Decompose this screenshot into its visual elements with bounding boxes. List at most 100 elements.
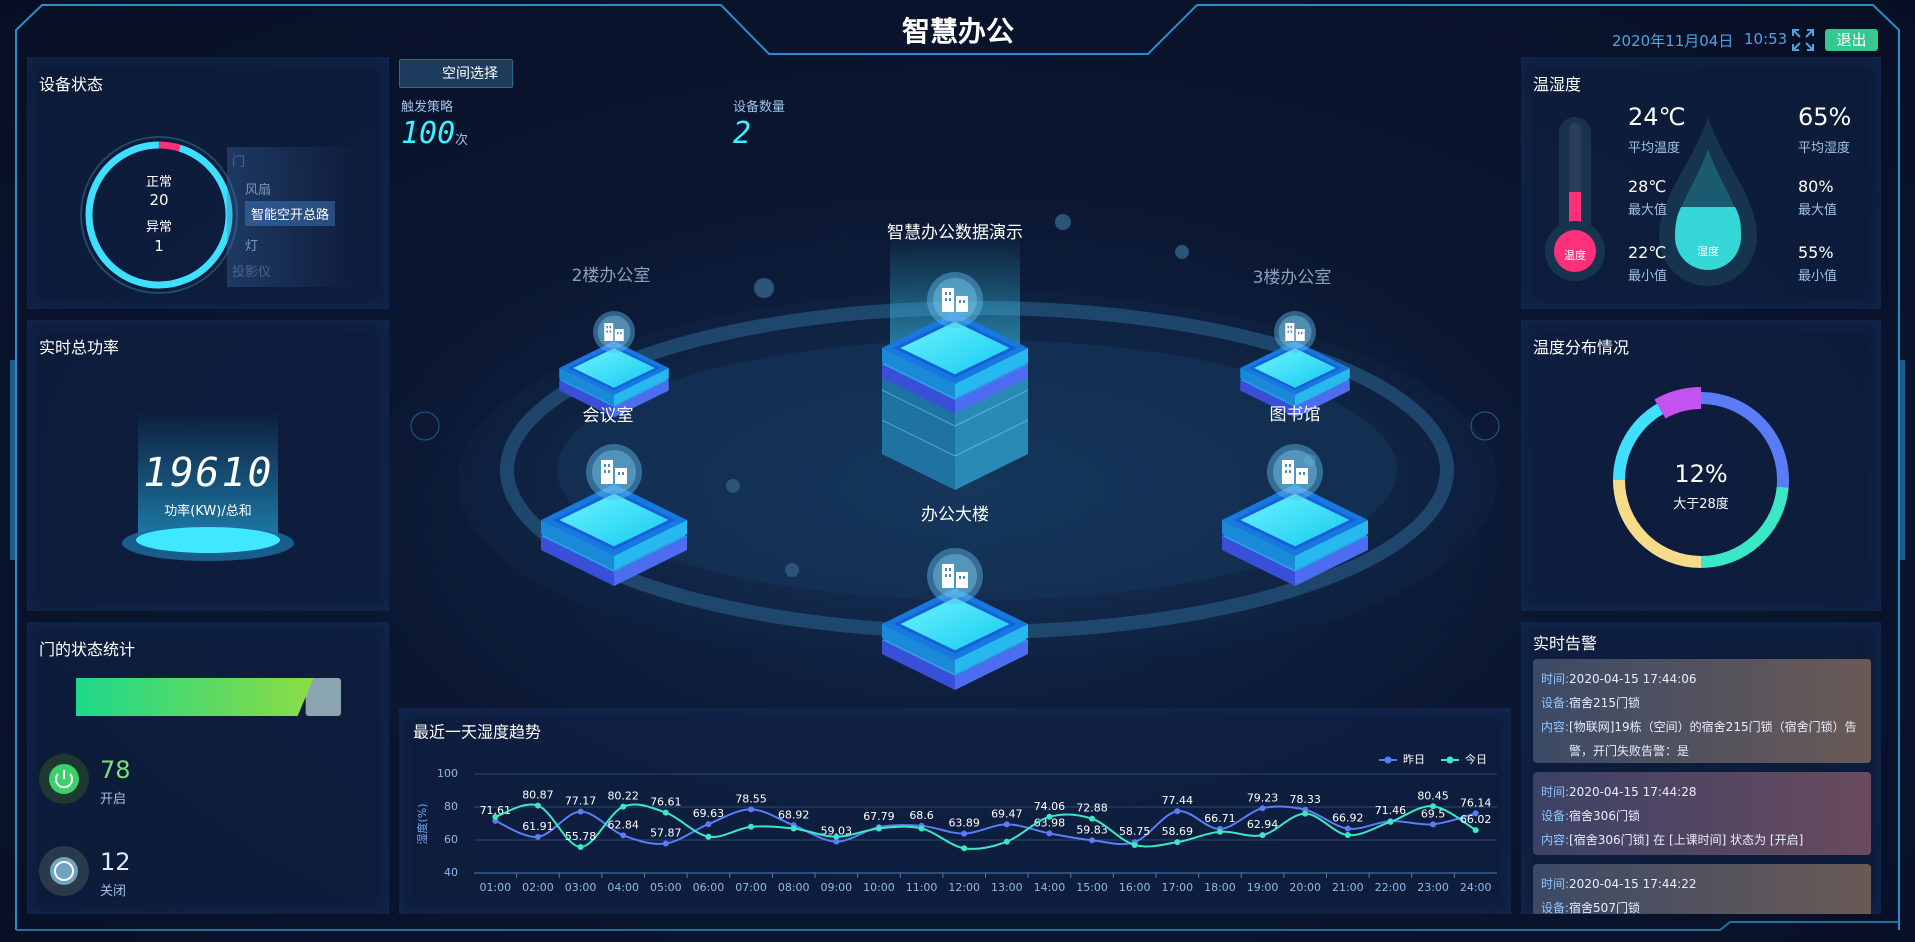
x-tick-label: 15:00 — [1076, 881, 1108, 894]
x-tick-label: 02:00 — [522, 881, 554, 894]
trigger-label: 触发策略 — [401, 100, 454, 115]
climate-panel: 温湿度 温度 湿度 24℃ 平均温度 28℃ 最大值 22℃ 最小值 65% 平… — [1521, 57, 1881, 309]
building-label[interactable]: 3楼办公室 — [1253, 268, 1332, 288]
data-label: 72.88 — [1076, 802, 1108, 815]
share-label: 大于28度 — [1673, 497, 1729, 512]
fullscreen-button[interactable] — [1791, 28, 1815, 52]
trigger-unit: 次 — [455, 133, 469, 148]
building-label[interactable]: 图书馆 — [1270, 405, 1321, 425]
thermo-label: 温度 — [1564, 249, 1586, 262]
data-point — [662, 840, 669, 847]
open-label: 开启 — [100, 792, 127, 807]
data-point — [961, 830, 968, 837]
alert-content: [物联网]19栋（空间）的宿舍215门锁（宿舍门锁）告警，开门失败告警：是 — [1569, 720, 1857, 758]
ring-abnormal — [158, 141, 181, 152]
door-open-bar — [76, 678, 314, 716]
data-point — [1003, 821, 1010, 828]
building-label[interactable]: 智慧办公数据演示 — [887, 223, 1023, 243]
x-tick-label: 23:00 — [1417, 881, 1449, 894]
chart-title: 最近一天湿度趋势 — [413, 723, 541, 742]
field-label: 内容: — [1541, 720, 1570, 734]
data-point — [492, 813, 499, 820]
legend-label: 今日 — [1465, 752, 1487, 766]
max-label: 最大值 — [1628, 203, 1668, 218]
alert-card[interactable]: 时间: 2020-04-15 17:44:06 设备: 宿舍215门锁 内容: [物联… — [1533, 659, 1871, 763]
avg-humidity-label: 平均湿度 — [1798, 141, 1851, 156]
donut-segment — [1654, 387, 1702, 419]
data-label: 71.46 — [1375, 804, 1407, 817]
panel-title: 实时总功率 — [39, 338, 120, 357]
alert-card[interactable]: 时间: 2020-04-15 17:44:22 设备: 宿舍507门锁 — [1533, 864, 1871, 914]
data-point — [748, 806, 755, 813]
building-label[interactable]: 会议室 — [583, 406, 634, 426]
door-closed-bar — [305, 678, 341, 716]
data-point — [1344, 825, 1351, 832]
trigger-count: 100 — [401, 116, 456, 151]
abnormal-count: 1 — [154, 237, 164, 255]
door-icons — [39, 754, 89, 896]
field-label: 时间: — [1541, 877, 1570, 891]
data-label: 77.44 — [1162, 794, 1194, 807]
data-label: 63.89 — [948, 817, 980, 830]
normal-count: 20 — [149, 191, 169, 209]
building-label[interactable]: 办公大楼 — [921, 505, 989, 525]
data-label: 74.06 — [1034, 800, 1066, 813]
x-tick-label: 04:00 — [607, 881, 639, 894]
field-label: 设备: — [1541, 696, 1570, 710]
data-point — [1131, 841, 1138, 848]
device-status-panel: 设备状态 正常 20 异常 1 门 风扇 智能空开总路 灯 投影仪 — [27, 57, 389, 309]
frame-accent — [10, 360, 15, 560]
x-tick-label: 06:00 — [693, 881, 725, 894]
data-point — [577, 843, 584, 850]
min-label: 最小值 — [1628, 269, 1668, 284]
data-point — [1089, 837, 1096, 844]
data-label: 59.03 — [821, 825, 853, 838]
data-label: 78.55 — [735, 792, 767, 805]
data-label: 61.91 — [522, 820, 554, 833]
device-item: 风扇 — [245, 183, 272, 198]
data-label: 76.61 — [650, 796, 682, 809]
power-panel: 实时总功率 19610 功率(KW)/总和 — [27, 320, 389, 611]
alert-card[interactable]: 时间: 2020-04-15 17:44:28 设备: 宿舍306门锁 内容: [宿舍… — [1533, 772, 1871, 855]
data-point — [620, 832, 627, 839]
power-label: 功率(KW)/总和 — [164, 504, 252, 519]
normal-label: 正常 — [145, 175, 173, 190]
alert-content: [宿舍306门锁] 在 [上课时间] 状态为 [开启] — [1569, 833, 1804, 847]
exit-button[interactable]: 退出 — [1825, 29, 1878, 51]
building-label[interactable]: 2楼办公室 — [572, 266, 651, 286]
donut-segment — [1700, 392, 1789, 488]
data-point — [961, 845, 968, 852]
data-point — [1302, 810, 1309, 817]
data-point — [1387, 818, 1394, 825]
donut-segment — [1700, 486, 1789, 568]
frame-bottom — [16, 921, 1899, 931]
panel-title: 设备状态 — [39, 75, 104, 94]
space-select-button[interactable]: 空间选择 — [399, 59, 513, 88]
data-point — [918, 825, 925, 832]
data-point — [620, 803, 627, 810]
data-point — [1472, 827, 1479, 834]
avg-humidity: 65% — [1798, 103, 1852, 131]
data-point — [1259, 805, 1266, 812]
alerts-panel: 实时告警 时间: 2020-04-15 17:44:06 设备: 宿舍215门锁 内… — [1521, 622, 1881, 914]
data-point — [1003, 838, 1010, 845]
data-point — [577, 808, 584, 815]
data-label: 59.83 — [1076, 823, 1108, 836]
device-item-selected[interactable]: 智能空开总路 — [245, 201, 336, 226]
data-label: 76.14 — [1460, 796, 1492, 809]
open-count: 78 — [100, 756, 131, 784]
date: 2020年11月04日 — [1612, 32, 1734, 50]
data-point — [1046, 813, 1053, 820]
data-label: 78.33 — [1289, 793, 1321, 806]
data-label: 66.02 — [1460, 813, 1492, 826]
data-point — [875, 825, 882, 832]
x-tick-label: 08:00 — [778, 881, 810, 894]
alert-device: 宿舍507门锁 — [1569, 901, 1640, 914]
frame-line — [15, 4, 1900, 930]
panel-title: 门的状态统计 — [39, 640, 136, 659]
x-tick-label: 09:00 — [820, 881, 852, 894]
data-label: 58.69 — [1162, 825, 1194, 838]
field-label: 设备: — [1541, 809, 1570, 823]
closed-label: 关闭 — [100, 884, 127, 899]
